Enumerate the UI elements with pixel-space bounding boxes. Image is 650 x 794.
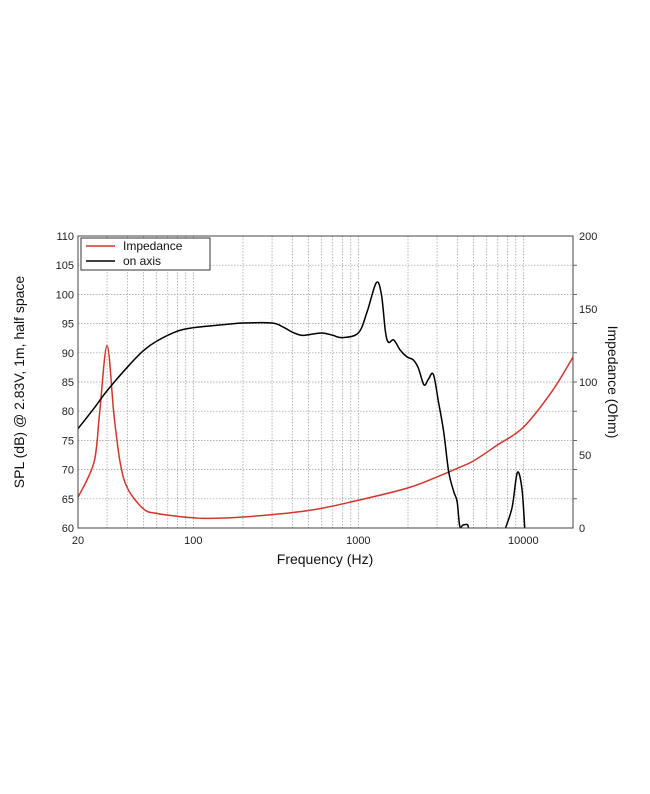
y-tick-label: 70 — [62, 465, 74, 477]
series-line-on-axis — [504, 471, 526, 529]
plot-frame — [77, 235, 574, 529]
y2-axis-label: Impedance (Ohm) — [605, 326, 621, 439]
y2-tick-label: 100 — [579, 377, 597, 389]
y2-tick-label: 0 — [579, 523, 585, 535]
x-tick-label: 10000 — [508, 535, 539, 547]
y-tick-label: 95 — [62, 319, 74, 331]
y2-tick-label: 200 — [579, 231, 597, 243]
y-tick-label: 85 — [62, 377, 74, 389]
y-tick-label: 75 — [62, 435, 74, 447]
y-tick-label: 110 — [56, 231, 74, 243]
y-tick-label: 65 — [62, 494, 74, 506]
legend-box — [80, 237, 211, 271]
grid — [78, 236, 577, 528]
y-tick-label: 80 — [62, 406, 74, 418]
series-layer — [77, 281, 574, 529]
legend-label-on-axis: on axis — [123, 254, 161, 268]
series-line-impedance — [77, 344, 574, 520]
y-tick-label: 60 — [62, 523, 74, 535]
y-tick-label: 90 — [62, 348, 74, 360]
y-axis-label: SPL (dB) @ 2.83V, 1m, half space — [11, 276, 27, 489]
legend: Impedance on axis — [80, 237, 211, 271]
x-tick-label: 100 — [184, 535, 202, 547]
legend-label-impedance: Impedance — [123, 239, 183, 253]
y-tick-label: 105 — [56, 260, 74, 272]
y2-tick-label: 50 — [579, 450, 591, 462]
series-line-on-axis — [77, 281, 470, 529]
y-tick-label: 100 — [56, 289, 74, 301]
x-tick-label: 20 — [72, 535, 84, 547]
x-axis-label: Frequency (Hz) — [277, 551, 373, 567]
y2-tick-label: 150 — [579, 304, 597, 316]
x-tick-label: 1000 — [346, 535, 370, 547]
tick-labels: 20 100 1000 10000 60 65 70 75 80 85 90 95 100 105 110 0… — [56, 231, 598, 547]
